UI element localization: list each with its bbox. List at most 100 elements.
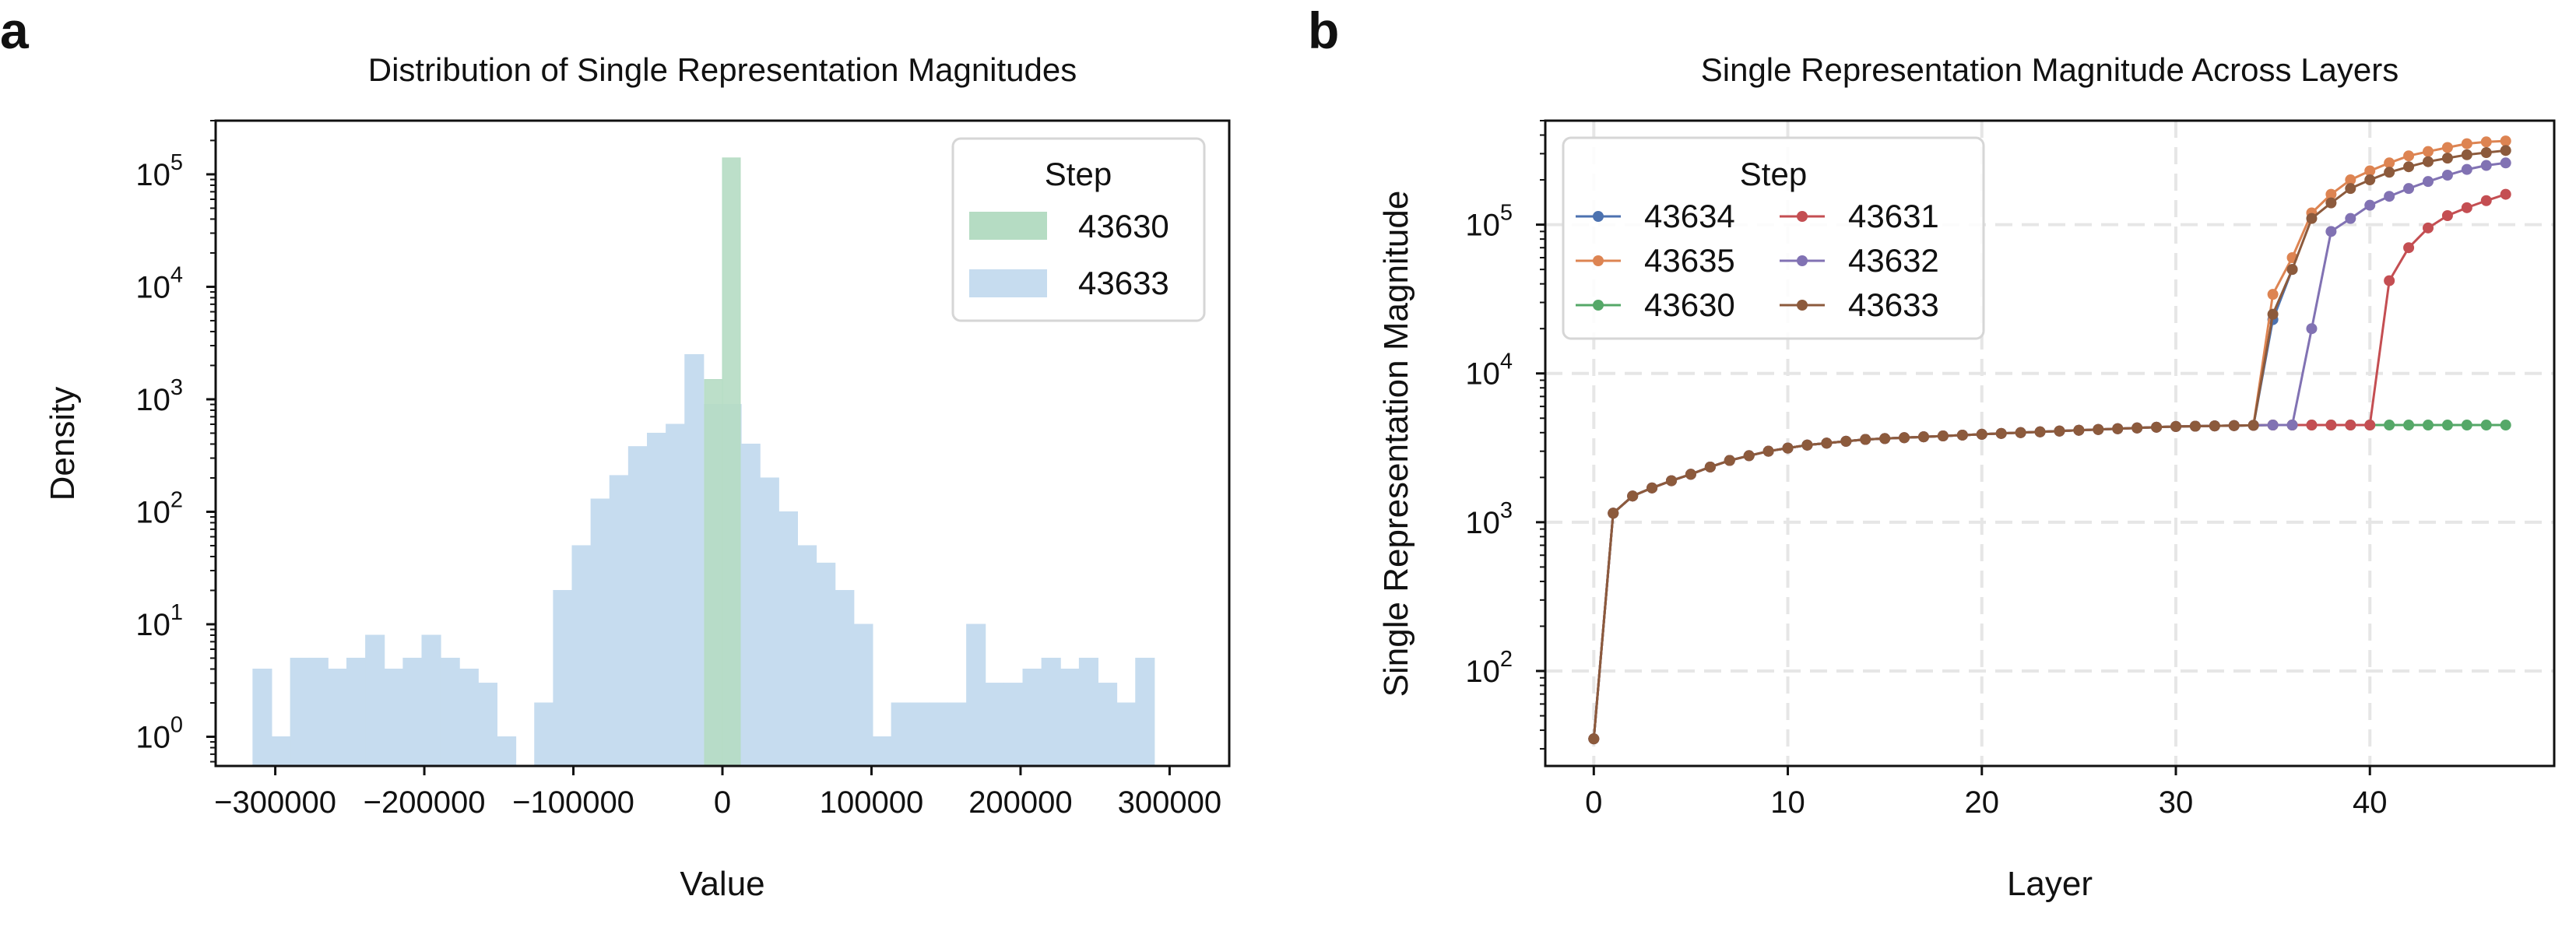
chart-b-ytick-label-0: 102 xyxy=(1465,647,1513,689)
chart-a-title: Distribution of Single Representation Ma… xyxy=(368,51,1077,88)
chart-b-ytick-label-1-exponent: 3 xyxy=(1500,498,1513,523)
series-point-43631-46 xyxy=(2480,195,2492,206)
legend-label-43633: 43633 xyxy=(1078,265,1169,301)
chart-b-plot-frame xyxy=(1544,119,2556,768)
chart-a-ylabel: Density xyxy=(44,387,82,501)
series-point-43633-4 xyxy=(1666,475,1677,487)
series-point-43631-38 xyxy=(2325,420,2337,431)
series-point-43633-40 xyxy=(2364,174,2376,186)
legend-label-43631: 43631 xyxy=(1848,198,1939,234)
chart-b-ytick-label-2-base: 10 xyxy=(1465,357,1500,392)
series-point-43633-24 xyxy=(2054,425,2065,437)
histogram-bar-43633-18 xyxy=(590,498,610,767)
histogram-bar-43633-20 xyxy=(627,446,648,767)
histogram-bar-43633-23 xyxy=(684,353,705,767)
histogram-bar-43633-26 xyxy=(740,443,761,767)
chart-a-xtick-label-5: 200000 xyxy=(968,785,1072,820)
histogram-bar-43633-32 xyxy=(853,624,873,767)
series-point-43633-35 xyxy=(2267,308,2279,320)
series-point-43632-39 xyxy=(2345,213,2356,224)
chart-a-ytick-label-2-base: 10 xyxy=(135,495,170,529)
series-point-43633-33 xyxy=(2228,420,2240,431)
chart-b-x-ticks: 0 10 20 30 40 xyxy=(1585,766,2387,820)
chart-b-series-lines xyxy=(1588,135,2511,745)
legend-label-43630: 43630 xyxy=(1644,286,1735,323)
legend-label-43632: 43632 xyxy=(1848,242,1939,279)
chart-b-ylabel: Single Representation Magnitude xyxy=(1377,191,1415,697)
series-point-43633-39 xyxy=(2345,183,2356,195)
chart-b-ytick-label-2: 104 xyxy=(1465,350,1513,392)
chart-b-xtick-label-1: 10 xyxy=(1770,785,1805,820)
series-point-43633-10 xyxy=(1782,442,1794,454)
series-point-43633-9 xyxy=(1762,445,1774,457)
series-point-43632-42 xyxy=(2403,183,2415,195)
chart-a-xlabel: Value xyxy=(680,865,764,903)
legend-label-43634: 43634 xyxy=(1644,198,1735,234)
histogram-bar-43633-34 xyxy=(891,702,911,767)
chart-b-xtick-label-4: 40 xyxy=(2353,785,2388,820)
series-point-43630-46 xyxy=(2480,420,2492,431)
histogram-bar-43633-38 xyxy=(966,624,986,767)
chart-b-ytick-label-3: 105 xyxy=(1465,201,1513,243)
series-point-43633-25 xyxy=(2073,424,2085,436)
series-point-43633-31 xyxy=(2189,420,2201,432)
series-point-43631-39 xyxy=(2345,420,2356,431)
chart-a-legend-title: Step xyxy=(1045,156,1112,192)
series-point-43633-29 xyxy=(2151,421,2163,433)
series-point-43635-38 xyxy=(2325,188,2337,200)
chart-a-ytick-label-0-exponent: 0 xyxy=(170,712,183,737)
series-point-43632-41 xyxy=(2384,191,2395,202)
histogram-bar-43633-4 xyxy=(327,668,347,767)
chart-a-ytick-label-1: 101 xyxy=(135,600,183,642)
series-point-43633-5 xyxy=(1685,469,1696,480)
series-point-43633-0 xyxy=(1588,733,1600,745)
chart-a-xtick-label-2: −100000 xyxy=(512,785,634,820)
histogram-bar-43633-33 xyxy=(872,736,892,767)
series-point-43635-43 xyxy=(2423,146,2434,157)
histogram-bar-43633-44 xyxy=(1078,657,1099,767)
chart-a-legend: Step 43630 43633 xyxy=(951,137,1206,322)
series-point-43633-38 xyxy=(2325,197,2337,209)
legend-marker-43632 xyxy=(1797,255,1808,266)
series-point-43633-14 xyxy=(1860,434,1871,445)
panel-label-b: b xyxy=(1308,2,1339,59)
chart-a-ytick-label-5: 105 xyxy=(135,150,183,192)
series-point-43631-40 xyxy=(2364,420,2376,431)
legend-swatch-43630 xyxy=(969,212,1047,240)
histogram-bar-43633-15 xyxy=(534,702,554,767)
chart-a-ytick-label-0-base: 10 xyxy=(135,720,170,754)
series-line-43634 xyxy=(1592,269,2293,739)
chart-a-x-ticks: −300000 −200000 −100000 0 100000 200000 300000 xyxy=(214,766,1221,820)
histogram-bar-43633-8 xyxy=(402,657,423,767)
chart-a-ytick-label-4: 104 xyxy=(135,262,183,304)
series-point-43632-43 xyxy=(2423,176,2434,188)
histogram-bar-43633-39 xyxy=(985,683,1005,767)
chart-a-ytick-label-2-exponent: 2 xyxy=(170,487,183,512)
histogram-bar-43633-16 xyxy=(553,589,573,767)
histogram-bar-43633-3 xyxy=(308,657,329,767)
histogram-bar-43633-47 xyxy=(1135,657,1155,767)
series-point-43633-8 xyxy=(1743,450,1755,462)
chart-b-ytick-label-1: 103 xyxy=(1465,498,1513,540)
chart-a-ytick-label-2: 102 xyxy=(135,487,183,529)
series-43633 xyxy=(1588,145,2511,745)
histogram-bar-43633-11 xyxy=(459,668,479,767)
series-point-43633-27 xyxy=(2112,423,2124,434)
chart-a-ytick-label-1-exponent: 1 xyxy=(170,600,183,625)
series-point-43631-41 xyxy=(2384,275,2395,286)
histogram-bar-43633-31 xyxy=(835,589,855,767)
series-point-43633-30 xyxy=(2170,420,2181,432)
histogram-bar-43633-41 xyxy=(1022,668,1042,767)
histogram-bar-43633-43 xyxy=(1060,668,1080,767)
chart-b-xtick-label-0: 0 xyxy=(1585,785,1602,820)
chart-b-xtick-label-2: 20 xyxy=(1965,785,2000,820)
chart-b-ytick-label-1-base: 10 xyxy=(1465,506,1500,540)
histogram-bar-43633-5 xyxy=(346,657,367,767)
series-point-43635-35 xyxy=(2267,289,2279,300)
series-point-43633-43 xyxy=(2423,156,2434,167)
series-43630 xyxy=(1588,420,2511,745)
series-point-43630-47 xyxy=(2500,420,2511,431)
series-point-43633-46 xyxy=(2480,147,2492,159)
